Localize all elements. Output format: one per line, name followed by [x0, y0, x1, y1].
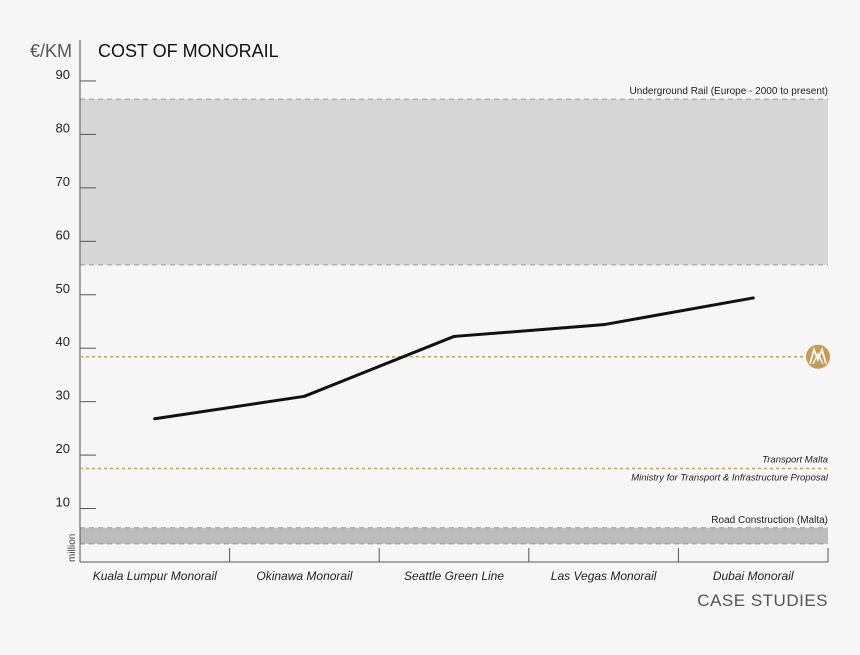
y-unit-label: million	[67, 534, 78, 562]
reference-sublabel-1: Ministry for Transport & Infrastructure …	[631, 472, 829, 483]
y-tick-label-30: 30	[56, 388, 70, 403]
data-point-3	[602, 323, 606, 327]
data-point-1	[302, 394, 306, 398]
y-tick-label-80: 80	[56, 120, 70, 135]
y-tick-label-50: 50	[56, 281, 70, 296]
y-tick-label-60: 60	[56, 227, 70, 242]
logo-mark	[809, 346, 827, 364]
band-label-0: Underground Rail (Europe - 2000 to prese…	[630, 86, 828, 97]
reference-label-1: Transport Malta	[762, 454, 828, 465]
y-axis-label: €/KM	[30, 41, 72, 61]
data-point-0	[153, 417, 157, 421]
logo-icon	[806, 344, 830, 369]
y-tick-label-20: 20	[56, 441, 70, 456]
data-point-2	[452, 334, 456, 338]
x-axis-label: CASE STUDIES	[697, 591, 828, 610]
y-tick-label-90: 90	[56, 67, 70, 82]
logo-mark-inner	[812, 352, 824, 365]
y-tick-label-10: 10	[56, 495, 70, 510]
x-tick-label-4: Dubai Monorail	[713, 569, 794, 583]
x-tick-label-0: Kuala Lumpur Monorail	[93, 569, 217, 583]
band-label-1: Road Construction (Malta)	[711, 515, 828, 526]
x-tick-label-1: Okinawa Monorail	[256, 569, 352, 583]
y-tick-label-70: 70	[56, 174, 70, 189]
band-1	[80, 527, 828, 544]
chart-title: COST OF MONORAIL	[98, 41, 279, 61]
x-tick-label-3: Las Vegas Monorail	[551, 569, 657, 583]
logo-circle	[806, 344, 830, 369]
y-tick-label-40: 40	[56, 334, 70, 349]
band-0	[80, 99, 828, 265]
series-line-0	[153, 296, 755, 421]
data-point-4	[751, 296, 755, 300]
x-tick-label-2: Seattle Green Line	[404, 569, 504, 583]
